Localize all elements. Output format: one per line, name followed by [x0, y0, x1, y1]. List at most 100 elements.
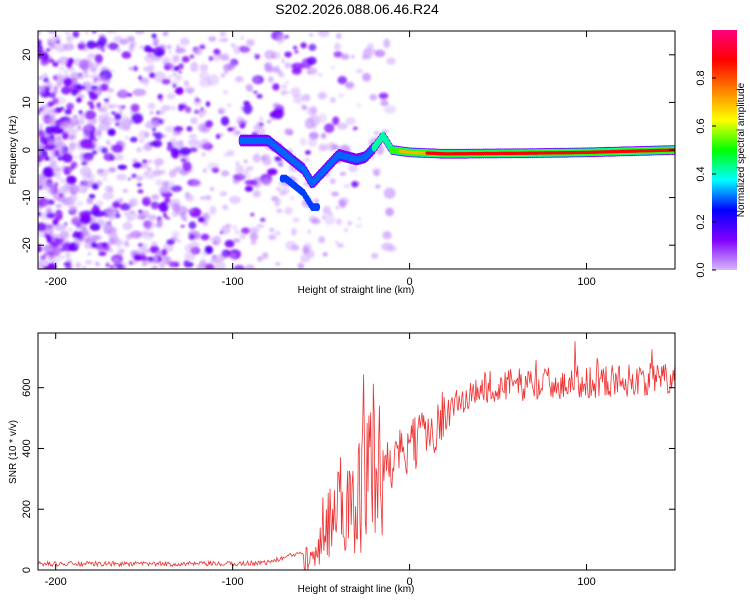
noise-blob [163, 212, 167, 216]
noise-blob [335, 33, 342, 39]
noise-blob [144, 196, 151, 201]
noise-blob [61, 86, 71, 95]
noise-blob [267, 168, 278, 176]
noise-blob [229, 253, 237, 258]
noise-blob [60, 81, 64, 85]
noise-blob [50, 36, 61, 43]
noise-blob [132, 158, 138, 163]
noise-blob [63, 77, 73, 87]
noise-blob [57, 157, 62, 161]
noise-blob [60, 255, 65, 259]
noise-blob [337, 93, 345, 98]
noise-blob [43, 77, 49, 83]
noise-blob [344, 82, 355, 88]
noise-blob [229, 195, 241, 204]
noise-blob [119, 107, 124, 111]
noise-blob [189, 146, 198, 153]
noise-blob [132, 162, 142, 169]
noise-blob [358, 217, 361, 221]
noise-blob [189, 54, 195, 59]
noise-blob [172, 141, 180, 148]
noise-blob [240, 171, 251, 179]
noise-blob [107, 167, 117, 173]
noise-blob [96, 168, 104, 174]
noise-blob [189, 247, 198, 253]
noise-blob [155, 222, 163, 228]
noise-blob [201, 152, 206, 157]
noise-blob [66, 175, 77, 185]
noise-blob [162, 33, 167, 37]
noise-blob [54, 96, 66, 105]
noise-blob [271, 51, 281, 60]
noise-blob [199, 63, 209, 72]
noise-blob [46, 187, 55, 196]
noise-blob [374, 131, 379, 135]
noise-blob [59, 178, 67, 184]
noise-blob [97, 105, 108, 114]
noise-blob [200, 233, 210, 241]
noise-blob [306, 106, 318, 116]
colorbar-tick-label: 0.4 [695, 166, 707, 181]
noise-blob [38, 154, 45, 162]
snr-x-label: Height of straight line (km) [298, 584, 415, 595]
snr-frame [37, 332, 676, 571]
noise-blob [232, 224, 238, 230]
noise-blob [128, 44, 135, 53]
noise-blob [180, 158, 187, 163]
noise-blob [61, 165, 67, 171]
noise-blob [46, 235, 54, 244]
noise-blob [172, 83, 177, 88]
y-tick-label: 0 [21, 567, 33, 573]
noise-blob [307, 137, 317, 148]
noise-blob [160, 105, 172, 111]
noise-blob [258, 116, 264, 122]
noise-blob [122, 222, 133, 231]
noise-blob [172, 54, 180, 63]
noise-blob [356, 103, 362, 108]
noise-blob [372, 49, 376, 53]
noise-blob [322, 215, 326, 220]
colorbar-ticks: 0.0 0.2 0.4 0.6 0.8 [695, 70, 716, 278]
noise-blob [95, 180, 103, 187]
noise-blob [226, 103, 232, 107]
noise-blob [113, 154, 123, 161]
spectrogram-x-label: Height of straight line (km) [298, 285, 415, 296]
noise-blob [40, 57, 49, 66]
noise-blob [347, 220, 352, 226]
noise-blob [112, 144, 124, 154]
noise-blob [92, 210, 105, 218]
noise-blob [343, 184, 351, 189]
noise-blob [204, 245, 213, 255]
noise-blob [169, 63, 175, 69]
noise-blob [117, 263, 123, 268]
noise-blob [86, 40, 97, 49]
noise-blob [222, 89, 229, 95]
noise-blob [285, 80, 290, 84]
noise-blob [253, 90, 258, 94]
noise-blob [100, 83, 109, 92]
noise-blob [284, 51, 292, 58]
noise-blob [89, 92, 98, 101]
noise-blob [257, 256, 263, 262]
y-tick-label: 20 [21, 49, 33, 61]
noise-blob [89, 222, 101, 231]
noise-blob [162, 57, 171, 66]
noise-blob [234, 230, 240, 235]
noise-blob [187, 139, 200, 147]
colorbar-tick-label: 0.8 [695, 70, 707, 85]
noise-blob [300, 42, 307, 49]
noise-blob [291, 228, 297, 236]
noise-blob [336, 122, 348, 130]
noise-blob [85, 238, 91, 243]
noise-blob [98, 251, 107, 256]
noise-blob [152, 46, 166, 57]
noise-blob [66, 35, 74, 42]
noise-blob [137, 243, 143, 247]
noise-blob [127, 93, 133, 97]
noise-blob [199, 115, 203, 119]
noise-blob [133, 65, 138, 72]
noise-blob [284, 35, 289, 39]
noise-blob [101, 48, 105, 52]
noise-blob [183, 260, 189, 264]
noise-blob [38, 76, 43, 80]
